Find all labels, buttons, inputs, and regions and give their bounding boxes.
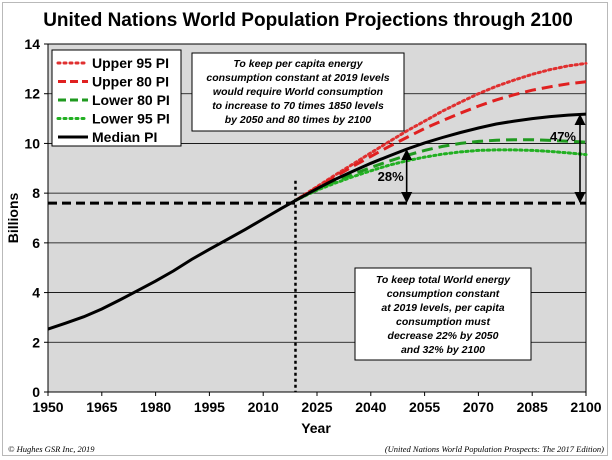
y-tick-label: 4 [32, 285, 40, 301]
note-top: To keep per capita energy consumption co… [191, 52, 405, 132]
note-top-line-5: by 2050 and 80 times by 2100 [225, 114, 372, 126]
x-tick-label: 2085 [517, 399, 548, 415]
arrow-2050-label: 28% [378, 169, 404, 184]
legend-label: Upper 95 PI [92, 55, 169, 71]
x-axis-ticks: 1950 1965 1980 1995 2010 2025 2040 2055 2070 2085… [32, 392, 602, 415]
x-tick-label: 1965 [86, 399, 117, 415]
note-bottom-box [354, 267, 532, 361]
y-tick-label: 8 [32, 185, 40, 201]
x-tick-label: 2070 [463, 399, 494, 415]
y-tick-label: 14 [24, 36, 40, 52]
chart-title: United Nations World Population Projecti… [43, 10, 573, 31]
x-tick-label: 2100 [570, 399, 601, 415]
y-tick-label: 2 [32, 334, 40, 350]
series-lines [47, 61, 588, 331]
series-line-upper-80-pi [294, 80, 587, 202]
footer-copyright: © Hughes GSR Inc, 2019 [8, 444, 95, 454]
x-tick-label: 2040 [355, 399, 386, 415]
series-line-lower-80-pi [294, 138, 587, 202]
note-bottom-line-1: To keep total World energy [376, 274, 511, 286]
legend-label: Upper 80 PI [92, 74, 169, 90]
note-bottom-line-4: consumption must [396, 316, 490, 328]
x-tick-label: 2055 [409, 399, 440, 415]
x-tick-label: 1950 [32, 399, 63, 415]
y-axis-title: Billions [5, 193, 21, 244]
legend-label: Median PI [92, 129, 157, 145]
legend: Upper 95 PI Upper 80 PI Lower 80 PI Lower 9… [51, 49, 182, 147]
note-top-box [191, 52, 405, 132]
note-bottom-line-2: consumption constant [387, 288, 500, 300]
note-bottom-line-3: at 2019 levels, per capita [381, 302, 504, 314]
y-tick-label: 12 [24, 86, 40, 102]
change-arrows: 28% 47% [378, 113, 586, 204]
x-axis-title: Year [301, 420, 331, 436]
note-bottom-line-6: and 32% by 2100 [401, 344, 485, 356]
footer-source: (United Nations World Population Prospec… [385, 444, 604, 454]
legend-label: Lower 80 PI [92, 92, 170, 108]
legend-label: Lower 95 PI [92, 111, 170, 127]
series-line-median-pi [47, 112, 587, 331]
y-axis-ticks: 0 2 4 6 8 10 12 14 [24, 36, 48, 400]
x-tick-label: 1980 [140, 399, 171, 415]
y-tick-label: 0 [32, 384, 40, 400]
x-tick-label: 1995 [194, 399, 225, 415]
legend-box [51, 49, 182, 147]
note-top-line-4: to increase to 70 times 1850 levels [212, 100, 384, 112]
note-top-line-3: would require World consumption [213, 86, 383, 98]
x-tick-label: 2010 [248, 399, 279, 415]
y-tick-label: 10 [24, 135, 40, 151]
y-tick-label: 6 [32, 235, 40, 251]
x-tick-label: 2025 [301, 399, 332, 415]
note-bottom-line-5: decrease 22% by 2050 [388, 330, 499, 342]
series-line-upper-95-pi [294, 61, 588, 202]
reference-lines [48, 180, 586, 392]
series-line-lower-95-pi [294, 148, 588, 202]
arrow-2100-label: 47% [550, 129, 576, 144]
note-top-line-2: consumption constant at 2019 levels [206, 72, 389, 84]
note-top-line-1: To keep per capita energy [233, 58, 363, 70]
note-bottom: To keep total World energy consumption c… [354, 267, 532, 361]
